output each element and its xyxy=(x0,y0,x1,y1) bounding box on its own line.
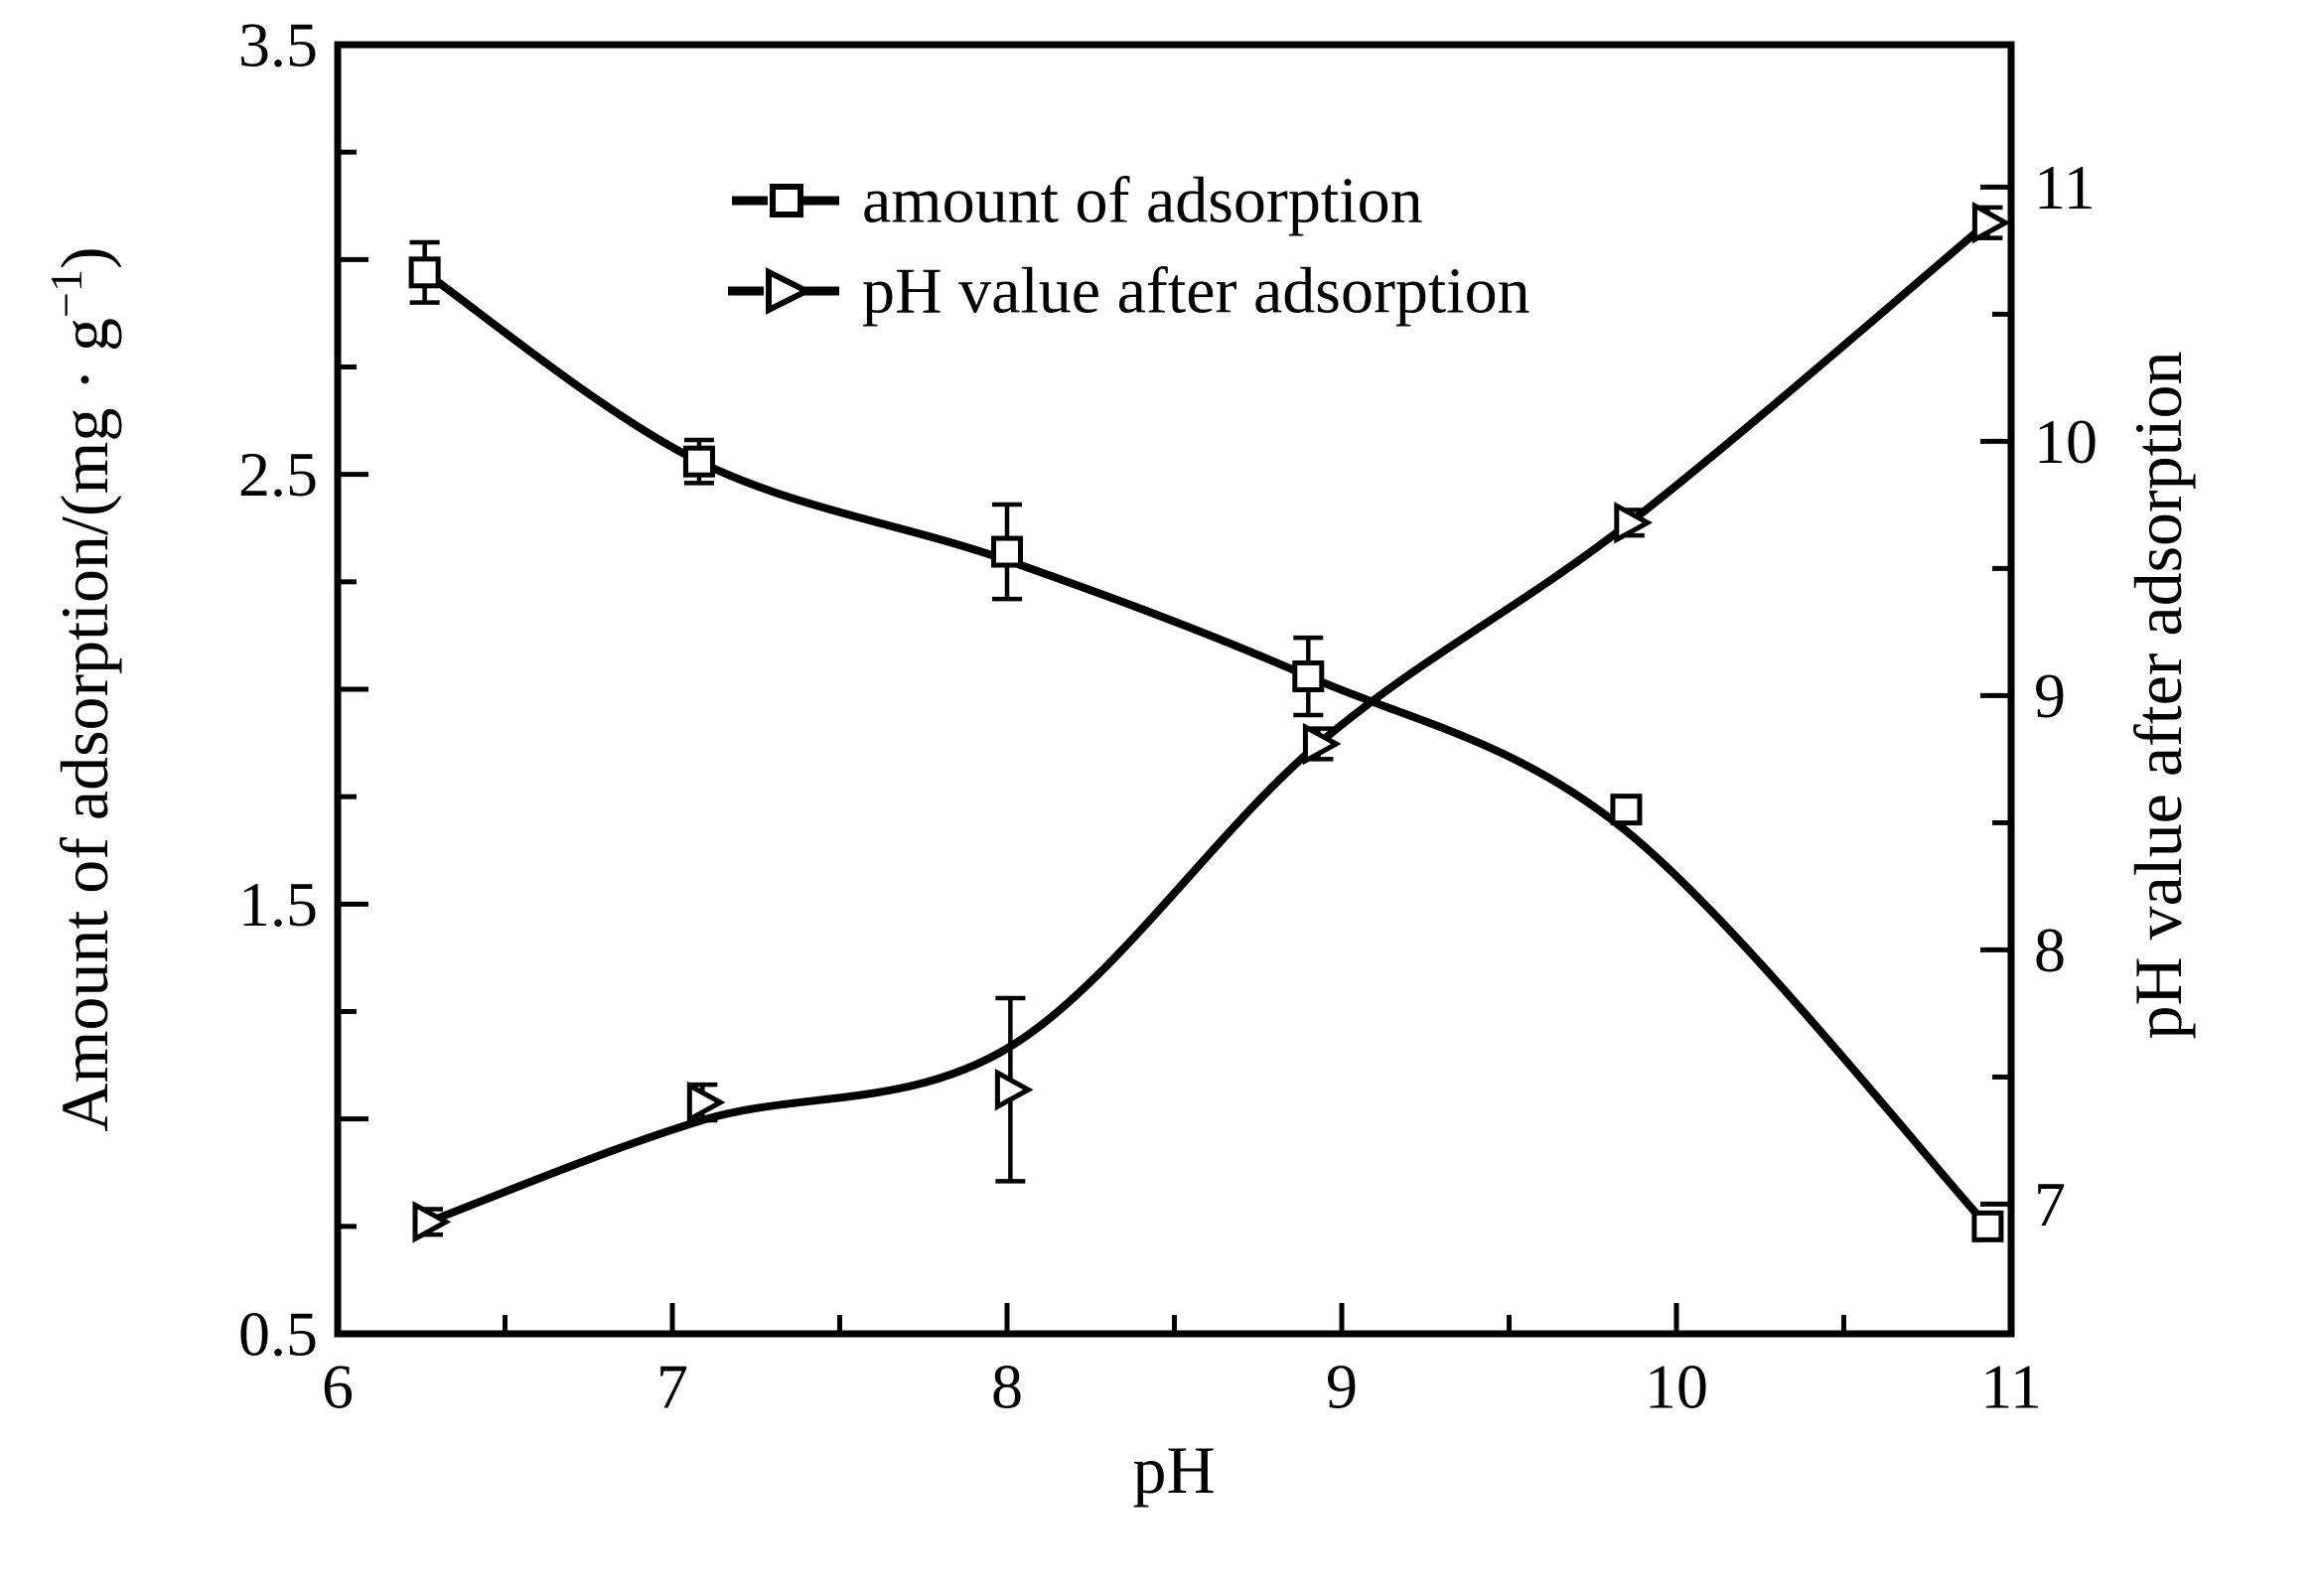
right-triangle-marker xyxy=(1302,722,1342,766)
x-tick-label: 10 xyxy=(1645,1352,1708,1422)
x-tick-label: 7 xyxy=(656,1352,688,1422)
square-marker xyxy=(991,535,1023,568)
legend: amount of adsorption pH value after adso… xyxy=(728,165,1530,328)
legend-item-amount-of-adsorption: amount of adsorption xyxy=(732,165,1423,237)
y-left-tick-label: 1.5 xyxy=(238,869,318,940)
right-triangle-marker xyxy=(412,1201,452,1243)
plot-border xyxy=(334,41,2015,1338)
data-curves xyxy=(422,219,1991,1230)
x-tick-label: 6 xyxy=(322,1352,354,1422)
curve-left xyxy=(422,269,1991,1230)
y-right-tick-label: 11 xyxy=(2034,152,2096,222)
x-tick-label: 9 xyxy=(1326,1352,1358,1422)
y-left-tick-label: 0.5 xyxy=(238,1299,318,1370)
right-triangle-marker xyxy=(686,1081,726,1124)
x-tick-label: 11 xyxy=(1980,1352,2042,1422)
legend-triangle-marker-icon xyxy=(766,267,813,315)
legend-label-ph-value: pH value after adsorption xyxy=(862,255,1530,328)
data-markers xyxy=(408,201,2011,1243)
square-marker xyxy=(682,445,715,478)
axis-ticks xyxy=(341,149,2008,1331)
y-right-tick-label: 9 xyxy=(2034,660,2066,731)
y-right-tick-label: 8 xyxy=(2034,915,2066,985)
y-right-tick-label: 7 xyxy=(2034,1169,2066,1239)
square-marker xyxy=(1610,794,1643,826)
square-marker xyxy=(408,256,441,289)
y-axis-title-left: Amount of adsorption/(mg · g−1) xyxy=(41,246,122,1131)
legend-label-amount: amount of adsorption xyxy=(862,165,1423,237)
x-axis-title: pH xyxy=(1132,1432,1215,1508)
y-axis-title-right: pH value after adsorption xyxy=(2120,352,2196,1040)
right-triangle-marker xyxy=(994,1069,1034,1111)
square-marker xyxy=(1971,1210,2004,1242)
y-right-tick-label: 10 xyxy=(2034,406,2098,477)
error-bars xyxy=(409,205,2003,1237)
curve-right xyxy=(426,219,1990,1227)
square-marker xyxy=(1292,660,1325,693)
y-left-tick-label: 3.5 xyxy=(238,10,318,80)
right-triangle-marker xyxy=(1971,201,2011,244)
right-triangle-marker xyxy=(1614,502,1654,544)
legend-square-marker-icon xyxy=(770,184,803,218)
legend-item-ph-value-after-adsorption: pH value after adsorption xyxy=(728,255,1530,328)
tick-labels: 6 7 8 9 10 11 0.5 1.5 2.5 3.5 7 8 9 10 11 xyxy=(238,10,2098,1422)
y-left-tick-label: 2.5 xyxy=(238,439,318,509)
x-tick-label: 8 xyxy=(991,1352,1023,1422)
